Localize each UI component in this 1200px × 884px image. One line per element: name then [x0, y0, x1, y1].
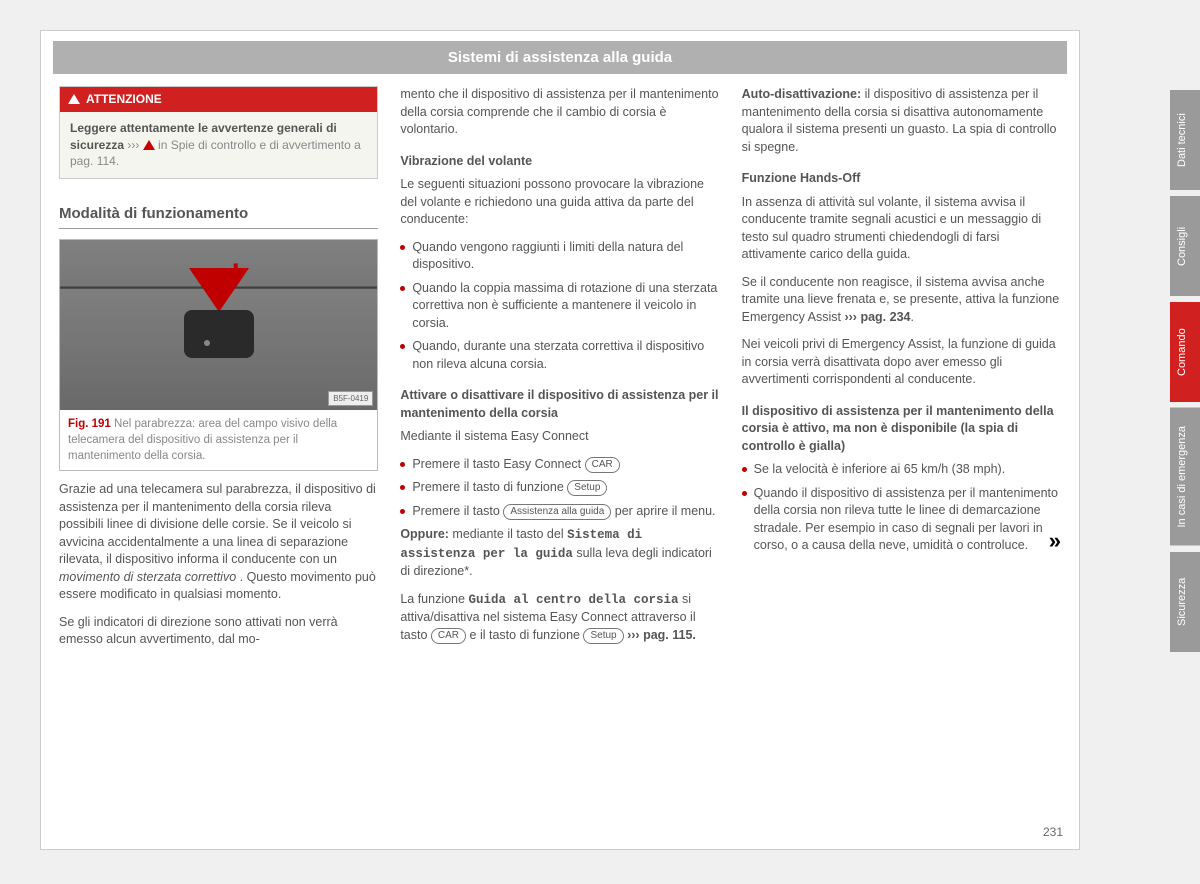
text: Premere il tasto Easy Connect — [412, 457, 584, 471]
col2-easyconnect: Mediante il sistema Easy Connect — [400, 428, 719, 446]
content-columns: ATTENZIONE Leggere attentamente le avver… — [41, 74, 1079, 671]
col1-paragraph-1: Grazie ad una telecamera sul parabrezza,… — [59, 481, 378, 604]
page-reference: ››› pag. 234 — [844, 310, 910, 324]
column-3: Auto-disattivazione: il dispositivo di a… — [742, 86, 1061, 659]
car-key-icon: CAR — [431, 628, 466, 644]
warning-header: ATTENZIONE — [60, 87, 377, 112]
chapter-title: Sistemi di assistenza alla guida — [448, 49, 672, 66]
warning-box: ATTENZIONE Leggere attentamente le avver… — [59, 86, 378, 179]
italic-text: movimento di sterzata correttivo — [59, 570, 236, 584]
warning-label: ATTENZIONE — [86, 91, 162, 108]
col3-handsoff-1: In assenza di attività sul volante, il s… — [742, 194, 1061, 264]
ref-arrows: ››› — [127, 138, 142, 152]
mono-text: Guida al centro della corsia — [468, 593, 678, 607]
inline-warning-icon — [143, 140, 155, 150]
text: per aprire il menu. — [615, 504, 716, 518]
subhead-handsoff: Funzione Hands-Off — [742, 170, 1061, 188]
bullet-item: Premere il tasto Easy Connect CAR — [400, 456, 719, 474]
text: Premere il tasto — [412, 504, 503, 518]
col2-vibr-intro: Le seguenti situazioni possono provocare… — [400, 176, 719, 229]
text: Premere il tasto di funzione — [412, 480, 567, 494]
figure-image: ➘ B5F-0419 — [60, 240, 377, 410]
page-number: 231 — [1043, 825, 1063, 839]
bullet-item: Quando vengono raggiunti i limiti della … — [400, 239, 719, 274]
col1-paragraph-2: Se gli indicatori di direzione sono atti… — [59, 614, 378, 649]
bold-text: Oppure: — [400, 527, 449, 541]
col3-handsoff-3: Nei veicoli privi di Emergency Assist, l… — [742, 336, 1061, 389]
bullet-item: Quando, durante una sterzata correttiva … — [400, 338, 719, 373]
bold-text: Auto-disattivazione: — [742, 87, 861, 101]
text: e il tasto di funzione — [470, 628, 584, 642]
text: Quando il dispositivo di assistenza per … — [754, 486, 1058, 553]
bullet-item: Quando la coppia massima di rotazione di… — [400, 280, 719, 333]
subhead-vibration: Vibrazione del volante — [400, 153, 719, 171]
col2-continuation: mento che il dispositivo di assistenza p… — [400, 86, 719, 139]
page-frame: Sistemi di assistenza alla guida ATTENZI… — [40, 30, 1080, 850]
figure-caption: Fig. 191 Nel parabrezza: area del campo … — [60, 410, 377, 470]
col3-auto: Auto-disattivazione: il dispositivo di a… — [742, 86, 1061, 156]
assist-key-icon: Assistenza alla guida — [503, 504, 611, 520]
tab-sicurezza[interactable]: Sicurezza — [1170, 552, 1200, 652]
mirror-shape — [184, 310, 254, 358]
bullet-item: Quando il dispositivo di assistenza per … — [742, 485, 1061, 555]
continuation-arrow-icon: » — [1049, 537, 1061, 546]
text: La funzione — [400, 592, 468, 606]
tab-comando[interactable]: Comando — [1170, 302, 1200, 402]
subhead-yellow: Il dispositivo di assistenza per il mant… — [742, 403, 1061, 456]
subhead-activate: Attivare o disattivare il dispositivo di… — [400, 387, 719, 422]
col2-funzione: La funzione Guida al centro della corsia… — [400, 591, 719, 645]
side-tabs: Dati tecnici Consigli Comando In casi di… — [1170, 90, 1200, 652]
setup-key-icon: Setup — [583, 628, 623, 644]
col2-oppure: Oppure: mediante il tasto del Sistema di… — [400, 526, 719, 581]
bullet-item: Premere il tasto di funzione Setup — [400, 479, 719, 497]
section-title: Modalità di funzionamento — [59, 203, 378, 229]
setup-key-icon: Setup — [567, 480, 607, 496]
text: mediante il tasto del — [452, 527, 567, 541]
tab-emergenza[interactable]: In casi di emergenza — [1170, 408, 1200, 546]
tab-dati-tecnici[interactable]: Dati tecnici — [1170, 90, 1200, 190]
page-reference: ››› pag. 115. — [627, 628, 696, 642]
warning-triangle-icon — [68, 94, 80, 104]
figure-label: Fig. 191 — [68, 418, 111, 430]
text: . — [910, 310, 913, 324]
warning-body: Leggere attentamente le avvertenze gener… — [60, 112, 377, 178]
figure-code: B5F-0419 — [328, 391, 373, 406]
text: Grazie ad una telecamera sul parabrezza,… — [59, 482, 376, 566]
column-2: mento che il dispositivo di assistenza p… — [400, 86, 719, 659]
column-1: ATTENZIONE Leggere attentamente le avver… — [59, 86, 378, 659]
bullet-item: Premere il tasto Assistenza alla guida p… — [400, 503, 719, 521]
col3-handsoff-2: Se il conducente non reagisce, il sistem… — [742, 274, 1061, 327]
chapter-header: Sistemi di assistenza alla guida — [53, 41, 1067, 74]
car-key-icon: CAR — [585, 457, 620, 473]
figure-191: ➘ B5F-0419 Fig. 191 Nel parabrezza: area… — [59, 239, 378, 471]
bullet-item: Se la velocità è inferiore ai 65 km/h (3… — [742, 461, 1061, 479]
tab-consigli[interactable]: Consigli — [1170, 196, 1200, 296]
